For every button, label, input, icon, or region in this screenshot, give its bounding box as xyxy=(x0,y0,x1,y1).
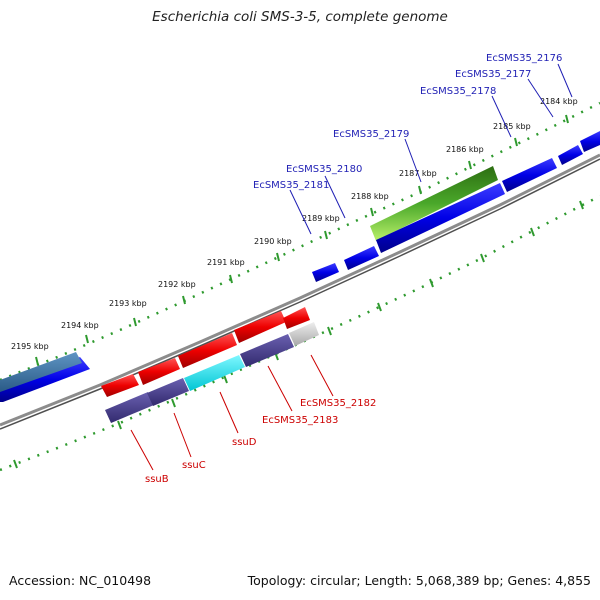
gene-label[interactable]: ssuD xyxy=(232,437,257,448)
reverse-features xyxy=(101,307,319,423)
tick-label: 2192 kbp xyxy=(158,280,196,289)
tick-label: 2185 kbp xyxy=(493,122,531,131)
tick-label: 2193 kbp xyxy=(109,299,147,308)
genome-backbone xyxy=(0,153,600,427)
inner-major-ticks xyxy=(13,200,584,469)
tick-label: 2191 kbp xyxy=(207,258,245,267)
gene-label[interactable]: EcSMS35_2180 xyxy=(286,164,362,175)
tick-label: 2194 kbp xyxy=(61,321,99,330)
gene-block[interactable] xyxy=(184,355,245,391)
cds-reverse[interactable] xyxy=(283,307,310,329)
gene-label[interactable]: EcSMS35_2182 xyxy=(300,398,376,409)
gene-block[interactable] xyxy=(105,392,154,423)
cds-forward[interactable] xyxy=(502,158,557,192)
cds-forward[interactable] xyxy=(344,246,379,270)
tick-label: 2186 kbp xyxy=(446,145,484,154)
gene-label[interactable]: EcSMS35_2183 xyxy=(262,415,338,426)
genome-summary-text: Topology: circular; Length: 5,068,389 bp… xyxy=(247,573,591,588)
gene-label[interactable]: EcSMS35_2177 xyxy=(455,69,531,80)
cds-forward[interactable] xyxy=(0,352,82,392)
cds-forward[interactable] xyxy=(312,263,339,282)
gene-label[interactable]: ssuC xyxy=(182,460,206,471)
gene-label[interactable]: EcSMS35_2179 xyxy=(333,129,409,140)
cds-forward[interactable] xyxy=(558,145,583,165)
cds-reverse[interactable] xyxy=(101,374,139,397)
tick-label: 2184 kbp xyxy=(540,97,578,106)
cds-forward[interactable] xyxy=(0,357,90,402)
tick-label: 2195 kbp xyxy=(11,342,49,351)
gene-label[interactable]: EcSMS35_2178 xyxy=(420,86,496,97)
genome-backbone-inner xyxy=(0,158,600,430)
outer-major-ticks xyxy=(35,114,569,366)
cds-reverse[interactable] xyxy=(234,311,286,343)
reverse-gene-labels xyxy=(130,354,334,471)
gene-label[interactable]: ssuB xyxy=(145,474,169,485)
cds-forward[interactable] xyxy=(580,131,600,152)
tick-label: 2189 kbp xyxy=(302,214,340,223)
forward-gene-labels xyxy=(289,63,573,235)
gene-block[interactable] xyxy=(289,322,319,346)
tick-label: 2188 kbp xyxy=(351,192,389,201)
forward-features xyxy=(0,131,600,402)
gene-block[interactable] xyxy=(147,378,189,406)
gene-block[interactable] xyxy=(240,334,294,367)
rrna-feature[interactable] xyxy=(370,166,498,241)
cds-reverse[interactable] xyxy=(178,333,237,368)
accession-text: Accession: NC_010498 xyxy=(9,573,152,588)
cds-forward[interactable] xyxy=(376,183,505,253)
map-title: Escherichia coli SMS-3-5, complete genom… xyxy=(152,9,448,25)
gene-label[interactable]: EcSMS35_2176 xyxy=(486,53,562,64)
tick-label: 2190 kbp xyxy=(254,237,292,246)
cds-reverse[interactable] xyxy=(138,358,180,385)
gene-label[interactable]: EcSMS35_2181 xyxy=(253,180,329,191)
